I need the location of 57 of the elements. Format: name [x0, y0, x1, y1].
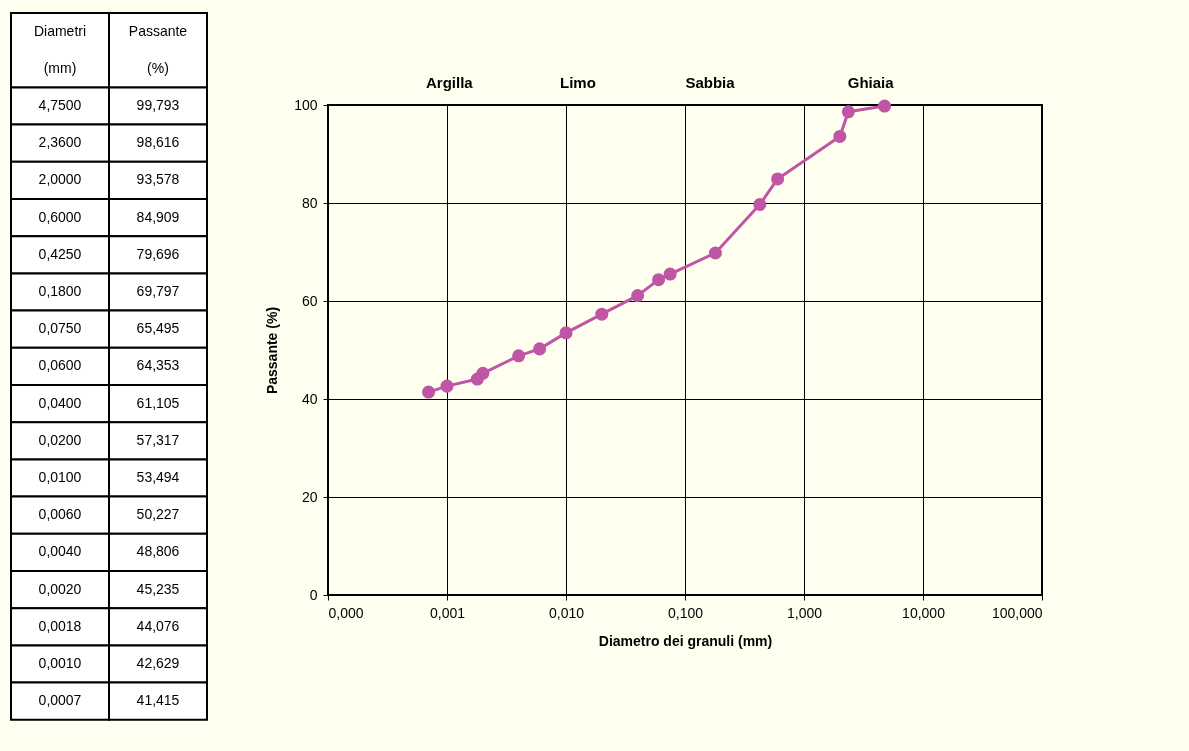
- x-tick-label: 0,100: [667, 604, 704, 621]
- text: 57,317: [136, 431, 180, 448]
- text: 64,353: [136, 357, 180, 374]
- text: 2,0000: [38, 171, 82, 188]
- text: 0,0750: [38, 320, 82, 337]
- y-tick-label: 100: [294, 96, 318, 113]
- y-tick-label: 0: [309, 586, 318, 603]
- text: 69,797: [136, 283, 180, 299]
- text: 0,0040: [38, 543, 82, 560]
- x-tick-label: 0,000: [328, 604, 364, 621]
- y-tick-label: 80: [301, 194, 318, 211]
- text: 65,495: [136, 320, 180, 337]
- text: 0,0200: [38, 431, 82, 448]
- text: 0,1800: [38, 283, 82, 299]
- text: 98,616: [136, 134, 180, 151]
- text: 0,6000: [38, 208, 82, 225]
- text: Argilla: [426, 74, 474, 91]
- text: Diametri: [33, 22, 87, 39]
- text: 0,0100: [38, 469, 82, 485]
- text: 4,7500: [38, 97, 82, 113]
- text: 99,793: [136, 97, 180, 113]
- text: 0,0010: [38, 655, 82, 671]
- text: Sabbia: [685, 74, 736, 91]
- y-axis-title: Passante (%): [264, 306, 281, 395]
- text: 50,227: [136, 506, 180, 523]
- text: 0,4250: [38, 245, 82, 262]
- text: 93,578: [136, 171, 180, 188]
- text: 0,0600: [38, 357, 82, 374]
- text: Limo: [559, 74, 596, 91]
- y-tick-label: 20: [301, 488, 318, 505]
- text: Passante: [128, 22, 188, 39]
- y-tick-label: 60: [301, 292, 318, 309]
- text: 48,806: [136, 543, 180, 560]
- text: 0,0400: [38, 394, 82, 411]
- text: 44,076: [136, 617, 180, 634]
- text: 42,629: [136, 655, 180, 671]
- text: 61,105: [136, 394, 180, 411]
- text: 0,0060: [38, 506, 82, 523]
- x-tick-label: 1,000: [786, 604, 823, 621]
- text: (%): [147, 59, 169, 76]
- text: 0,0020: [38, 580, 82, 597]
- x-axis-title: Diametro dei granuli (mm): [598, 632, 773, 649]
- text: (mm): [43, 59, 77, 76]
- text: 84,909: [136, 208, 180, 225]
- x-tick-label: 100,000: [991, 604, 1043, 621]
- text: 41,415: [136, 692, 180, 709]
- text: 79,696: [136, 245, 180, 262]
- y-tick-label: 40: [301, 390, 318, 407]
- text: 45,235: [136, 580, 180, 597]
- text: 0,0007: [38, 692, 82, 709]
- x-tick-label: 0,010: [548, 604, 585, 621]
- text: 0,0018: [38, 617, 82, 634]
- text: 53,494: [136, 469, 180, 485]
- x-tick-label: 10,000: [902, 604, 946, 621]
- text: Ghiaia: [847, 74, 895, 91]
- x-tick-label: 0,001: [429, 604, 466, 621]
- text: 2,3600: [38, 134, 82, 151]
